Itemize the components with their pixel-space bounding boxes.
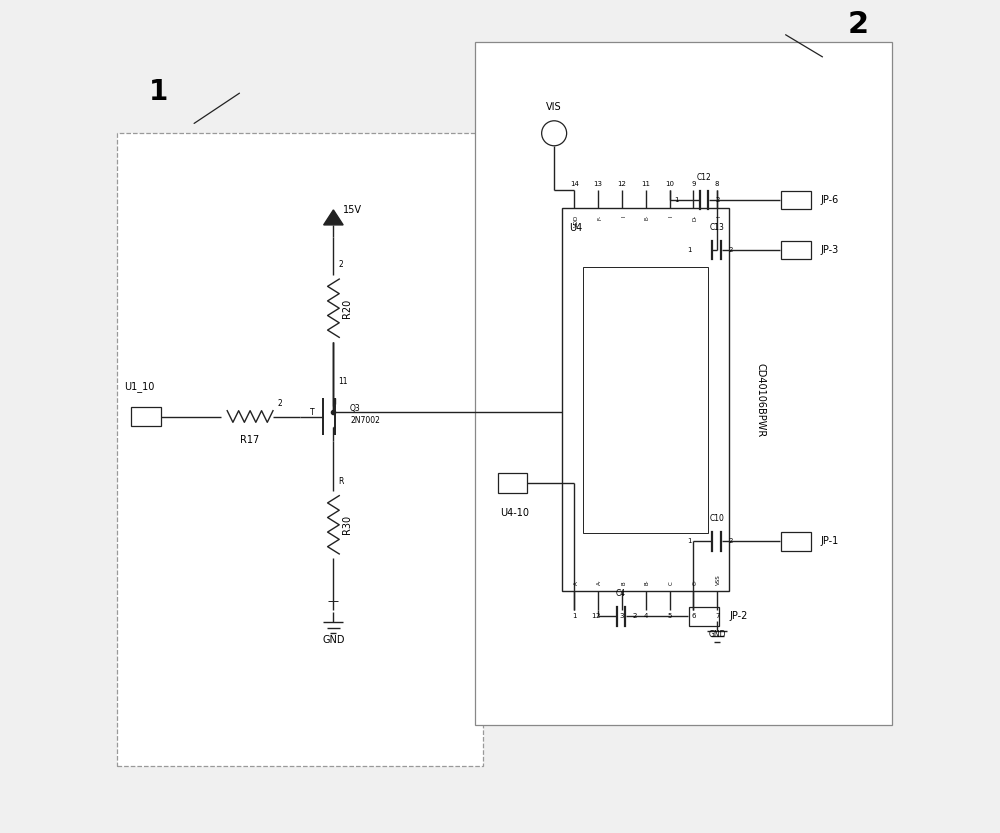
Text: 2: 2 xyxy=(716,197,720,203)
Bar xyxy=(781,532,811,551)
Text: JP-3: JP-3 xyxy=(821,245,839,255)
Bar xyxy=(475,42,892,725)
Text: B-: B- xyxy=(645,579,650,585)
Text: C13: C13 xyxy=(709,222,724,232)
Text: 14: 14 xyxy=(570,181,579,187)
Text: 11: 11 xyxy=(641,181,650,187)
Text: 10: 10 xyxy=(665,181,674,187)
Text: 13: 13 xyxy=(594,181,603,187)
Text: 4: 4 xyxy=(644,613,648,619)
Bar xyxy=(117,133,483,766)
Text: 1: 1 xyxy=(675,197,679,203)
Text: 2: 2 xyxy=(848,11,869,39)
Text: A-: A- xyxy=(597,579,602,585)
Text: 3: 3 xyxy=(620,613,624,619)
Text: I: I xyxy=(669,215,674,217)
Text: GND: GND xyxy=(322,635,345,645)
Text: 7: 7 xyxy=(715,613,719,619)
Text: T: T xyxy=(310,408,315,416)
Text: 15V: 15V xyxy=(343,205,362,215)
Text: 5: 5 xyxy=(667,613,672,619)
Text: 1: 1 xyxy=(572,613,577,619)
Text: B: B xyxy=(621,581,626,585)
Text: JP-6: JP-6 xyxy=(821,195,839,205)
Text: C-: C- xyxy=(693,579,698,585)
Text: 11: 11 xyxy=(338,377,348,386)
Text: 2: 2 xyxy=(728,538,733,545)
Text: F-: F- xyxy=(597,215,602,220)
Text: Q3: Q3 xyxy=(350,404,361,412)
Text: 1: 1 xyxy=(687,247,692,253)
Bar xyxy=(583,267,708,533)
Text: VSS: VSS xyxy=(716,574,721,585)
Bar xyxy=(131,407,161,426)
Text: CD40106BPWR: CD40106BPWR xyxy=(756,362,766,437)
Text: 2: 2 xyxy=(278,399,282,408)
Polygon shape xyxy=(324,210,343,225)
Text: 9: 9 xyxy=(691,181,696,187)
Text: R30: R30 xyxy=(342,516,352,534)
Text: JP-1: JP-1 xyxy=(821,536,839,546)
Text: C: C xyxy=(669,581,674,585)
Text: A: A xyxy=(574,581,579,585)
Text: 2: 2 xyxy=(728,247,733,253)
Text: R20: R20 xyxy=(342,298,352,318)
Text: 1: 1 xyxy=(687,538,692,545)
Text: C10: C10 xyxy=(709,514,724,523)
Text: 12: 12 xyxy=(618,181,626,187)
Text: 1: 1 xyxy=(149,77,168,106)
Bar xyxy=(562,208,729,591)
Text: R17: R17 xyxy=(240,435,260,445)
Text: U4-10: U4-10 xyxy=(500,508,529,518)
Text: E-: E- xyxy=(645,215,650,220)
Text: 2: 2 xyxy=(596,613,600,619)
Text: 8: 8 xyxy=(715,181,719,187)
Text: GND: GND xyxy=(708,630,726,639)
Text: 2N7002: 2N7002 xyxy=(350,416,380,425)
Text: C12: C12 xyxy=(697,172,711,182)
Bar xyxy=(781,191,811,209)
Text: 6: 6 xyxy=(691,613,696,619)
Text: U1_10: U1_10 xyxy=(124,381,154,392)
Text: 2: 2 xyxy=(338,261,343,269)
Text: R: R xyxy=(338,477,344,486)
Bar xyxy=(781,241,811,259)
Text: C4: C4 xyxy=(616,589,626,598)
Text: I: I xyxy=(716,215,721,217)
Text: VIS: VIS xyxy=(546,102,562,112)
Text: I: I xyxy=(621,215,626,217)
Bar xyxy=(689,607,719,626)
Text: JP-2: JP-2 xyxy=(729,611,747,621)
Bar xyxy=(498,473,527,493)
Text: D-: D- xyxy=(693,215,698,222)
Text: U4: U4 xyxy=(569,223,582,233)
Text: VDD: VDD xyxy=(574,215,579,227)
Text: 2: 2 xyxy=(632,613,637,620)
Text: 1: 1 xyxy=(591,613,596,620)
